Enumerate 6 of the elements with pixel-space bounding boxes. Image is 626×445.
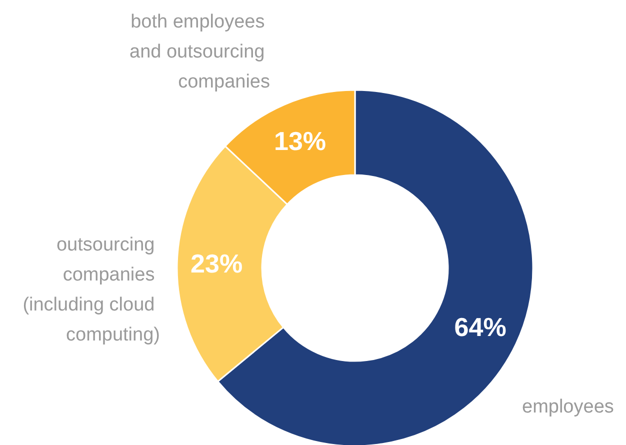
slice-label: employees	[522, 396, 614, 418]
data-label: 23%	[190, 248, 243, 279]
slice-label: both employees and outsourcing companies	[130, 12, 270, 92]
data-label: 64%	[454, 312, 506, 342]
slice-label: outsourcing companies (including cloud computing)	[22, 234, 160, 346]
data-label: 13%	[274, 126, 326, 156]
